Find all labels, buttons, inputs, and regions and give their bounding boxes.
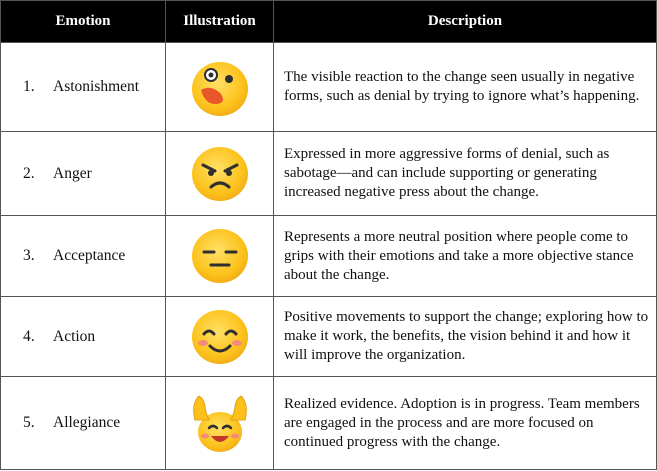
smiling-emoji	[191, 309, 248, 364]
row-number: 2.	[23, 164, 35, 182]
row-number: 5.	[23, 414, 35, 431]
emotion-name: Acceptance	[53, 247, 126, 264]
row-number: 1.	[23, 78, 35, 95]
illustration-cell	[165, 42, 274, 132]
illustration-cell	[165, 215, 274, 297]
description-cell: Represents a more neutral position where…	[273, 215, 657, 297]
emotion-cell: 2. Anger	[0, 131, 166, 216]
emotion-cell: 5. Allegiance	[0, 376, 166, 470]
illustration-cell	[165, 131, 274, 216]
emotion-cell: 3. Acceptance	[0, 215, 166, 297]
angry-emoji	[191, 146, 248, 201]
row: 2. Anger Expressed in more aggressive for…	[0, 131, 657, 216]
header-cell: Description	[273, 0, 657, 43]
emotion-name: Allegiance	[53, 414, 121, 431]
illustration-cell	[165, 296, 274, 377]
description-cell: Positive movements to support the change…	[273, 296, 657, 377]
description-cell: Expressed in more aggressive forms of de…	[273, 131, 657, 216]
illustration-cell	[165, 376, 274, 470]
emotion-name: Astonishment	[53, 78, 140, 95]
description-cell: Realized evidence. Adoption is in progre…	[273, 376, 657, 470]
raising-hands-emoji	[192, 395, 247, 452]
row-number: 4.	[23, 327, 35, 345]
emotion-cell: 4. Action	[0, 296, 166, 377]
row-number: 3.	[23, 247, 35, 264]
row: 5. Allegiance Realized evidence. Adoption…	[0, 376, 657, 470]
row: 4. Action Positive movements to support t…	[0, 296, 657, 377]
header-row: Emotion Illustration Description	[0, 0, 657, 43]
description-cell: The visible reaction to the change seen …	[273, 42, 657, 132]
row: 1. Astonishment The visible reaction to t…	[0, 42, 657, 132]
expressionless-emoji	[191, 229, 248, 283]
emotion-name: Anger	[53, 164, 92, 182]
row: 3. Acceptance Represents a more neutral p…	[0, 215, 657, 297]
header-cell: Emotion	[0, 0, 166, 43]
header-cell: Illustration	[165, 0, 274, 43]
emotion-cell: 1. Astonishment	[0, 42, 166, 132]
astonished-emoji	[191, 62, 248, 116]
emotion-name: Action	[53, 327, 96, 345]
